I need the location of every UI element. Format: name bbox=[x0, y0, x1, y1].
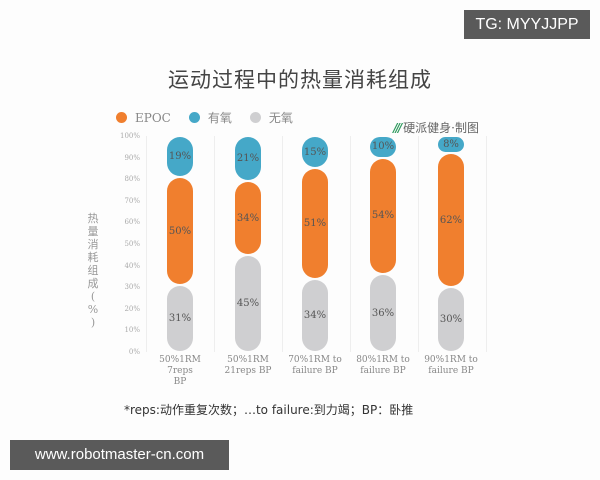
bar-segment: 15% bbox=[302, 137, 328, 168]
legend-item-anaerobic: 无氧 bbox=[249, 109, 293, 126]
grid-line bbox=[350, 136, 351, 352]
grid-line bbox=[214, 136, 215, 352]
bar-segment: 21% bbox=[235, 137, 261, 181]
credit-text: 硬派健身·制图 bbox=[403, 121, 479, 135]
x-tick-label: 50%1RM 7reps BP bbox=[159, 355, 201, 387]
chart-title: 运动过程中的热量消耗组成 bbox=[168, 68, 432, 92]
brand-logo-icon: /// bbox=[393, 120, 402, 135]
x-tick-label: 50%1RM 21reps BP bbox=[224, 355, 272, 376]
bar-segment: 34% bbox=[302, 279, 328, 351]
x-axis-labels: 50%1RM 7reps BP 50%1RM 21reps BP 70%1RM to fa… bbox=[146, 355, 486, 387]
legend-item-epoc: EPOC bbox=[116, 111, 171, 125]
legend-item-aerobic: 有氧 bbox=[188, 109, 232, 126]
y-tick-label: 50% bbox=[124, 240, 140, 248]
legend-dot-aerobic-icon bbox=[188, 112, 200, 123]
bar-segment: 10% bbox=[370, 137, 396, 157]
y-tick-label: 0% bbox=[128, 348, 140, 356]
y-tick-label: 90% bbox=[124, 153, 140, 162]
x-tick-label: 70%1RM to failure BP bbox=[288, 355, 342, 376]
y-tick-label: 100% bbox=[119, 132, 140, 140]
y-tick-label: 70% bbox=[124, 196, 140, 205]
y-tick-label: 30% bbox=[124, 283, 140, 292]
bar-segment: 34% bbox=[235, 182, 261, 254]
bar-segment: 30% bbox=[438, 288, 464, 351]
grid-line bbox=[418, 136, 419, 352]
site-watermark: www.robotmaster-cn.com bbox=[10, 440, 229, 470]
plot-area: 31% 50% 19% 45% 34% 21% 34% 51% 15% 36% 54% 10% 30% 6… bbox=[146, 136, 487, 352]
legend-dot-epoc-icon bbox=[116, 112, 127, 123]
tg-watermark: TG: MYYJJPP bbox=[464, 10, 590, 39]
bar-segment: 36% bbox=[370, 275, 396, 351]
x-tick-label: 80%1RM to failure BP bbox=[356, 355, 410, 376]
legend-dot-anaerobic-icon bbox=[249, 112, 261, 123]
legend: EPOC 有氧 无氧 bbox=[116, 109, 293, 126]
y-tick-label: 40% bbox=[124, 261, 140, 270]
bar-segment: 62% bbox=[438, 154, 464, 287]
y-tick-label: 60% bbox=[124, 218, 140, 227]
legend-label: EPOC bbox=[135, 110, 171, 125]
grid-line bbox=[282, 136, 283, 352]
stacked-bar: 34% 51% 15% bbox=[302, 136, 328, 352]
bar-segment: 54% bbox=[370, 158, 396, 274]
stacked-bar: 45% 34% 21% bbox=[235, 136, 261, 352]
legend-label: 无氧 bbox=[268, 111, 293, 125]
bar-segment: 51% bbox=[302, 169, 328, 278]
legend-label: 有氧 bbox=[207, 111, 232, 125]
bar-segment: 31% bbox=[167, 286, 193, 351]
grid-line bbox=[486, 136, 487, 352]
y-axis: 0% 10% 20% 30% 40% 50% 60% 70% 80% 90% 100% bbox=[110, 130, 140, 360]
stacked-bar: 30% 62% 8% bbox=[438, 136, 464, 352]
x-tick-label: 90%1RM to failure BP bbox=[424, 355, 478, 376]
stacked-bar: 36% 54% 10% bbox=[370, 136, 396, 352]
bar-segment: 45% bbox=[235, 255, 261, 351]
stacked-bar: 31% 50% 19% bbox=[167, 136, 193, 352]
y-tick-label: 10% bbox=[124, 326, 140, 335]
chart-credit: /// 硬派健身·制图 bbox=[393, 119, 479, 136]
bar-segment: 8% bbox=[438, 137, 464, 153]
y-tick-label: 80% bbox=[124, 175, 140, 184]
y-tick-label: 20% bbox=[124, 304, 140, 313]
bar-segment: 50% bbox=[167, 178, 193, 285]
footnote: *reps:动作重复次数；…to failure:到力竭；BP：卧推 bbox=[124, 403, 414, 417]
bar-segment: 19% bbox=[167, 137, 193, 177]
grid-line bbox=[146, 136, 147, 352]
y-axis-label: 热量消耗组成(%) bbox=[87, 212, 99, 329]
